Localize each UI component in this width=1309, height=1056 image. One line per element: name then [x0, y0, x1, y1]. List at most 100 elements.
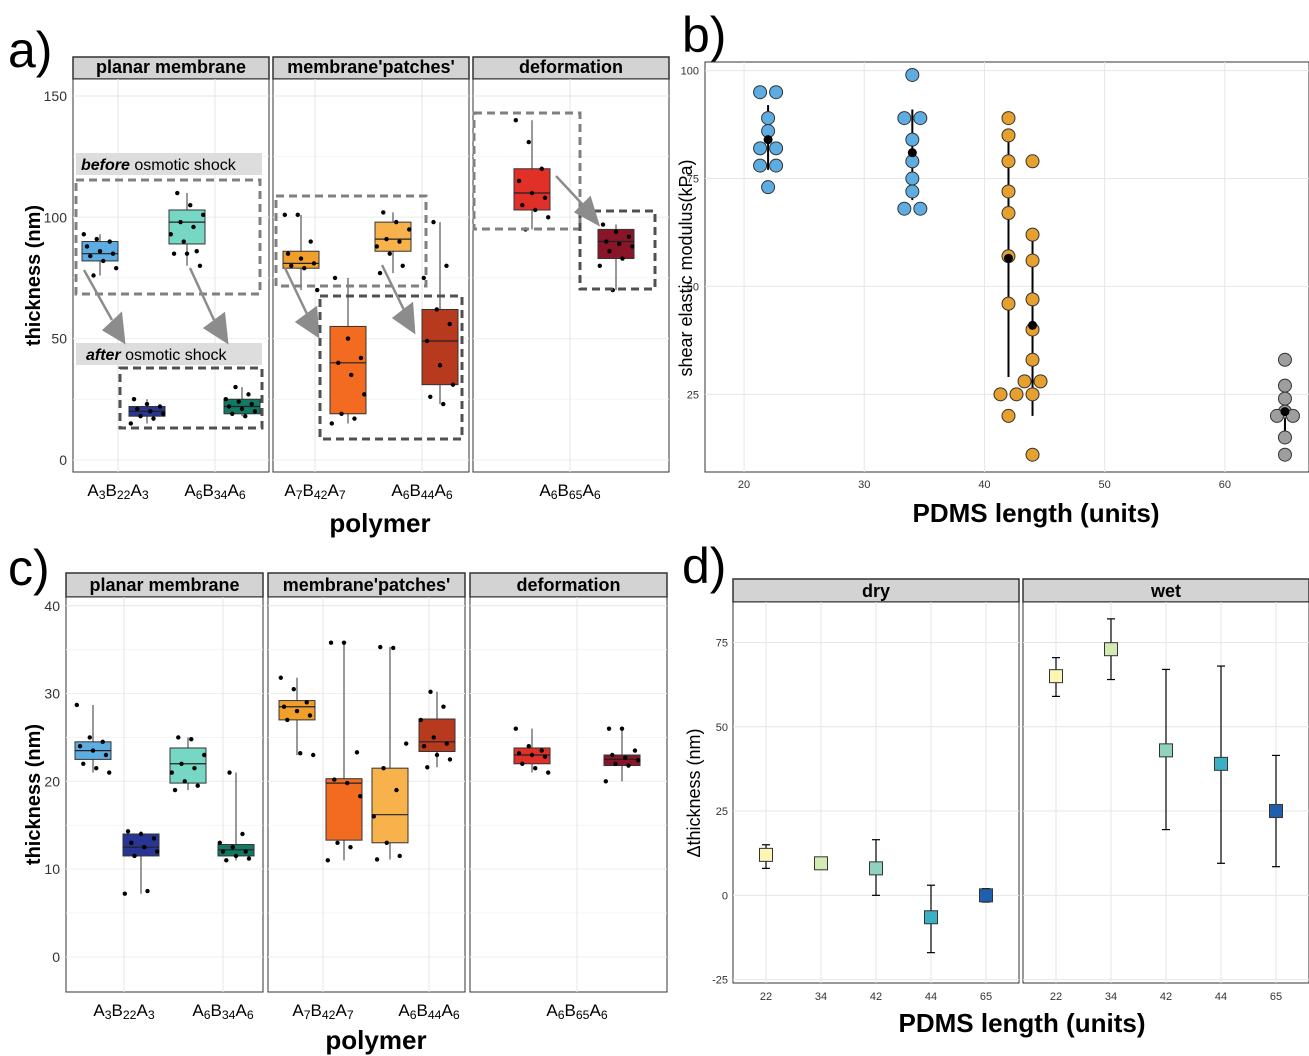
data-point — [394, 219, 399, 225]
data-point — [128, 421, 133, 426]
data-point — [769, 158, 784, 173]
x-tick-label: 65 — [1270, 991, 1282, 1003]
x-tick-label: A6B65A6 — [539, 481, 600, 502]
panel-label-c: c) — [8, 540, 50, 596]
plot-a: 0 50 100 150 thickness (nm) polymer planar mem… — [23, 56, 670, 538]
data-point — [88, 253, 93, 259]
data-point — [131, 397, 137, 402]
annotation-after: after osmotic shock — [76, 343, 262, 365]
data-point — [194, 249, 199, 254]
data-point — [374, 857, 380, 862]
group-65 — [1269, 352, 1300, 462]
y-tick-label: 25 — [687, 389, 699, 401]
data-point — [243, 849, 248, 854]
svg-text:after osmotic shock: after osmotic shock — [86, 347, 228, 364]
data-point — [252, 409, 258, 414]
x-tick-label: A6B34A6 — [184, 481, 245, 502]
data-point — [81, 761, 86, 766]
data-point — [597, 263, 602, 268]
data-point — [84, 244, 90, 249]
data-point — [87, 735, 92, 740]
data-point — [172, 787, 178, 793]
data-point — [610, 752, 615, 758]
data-point — [230, 411, 235, 416]
data-point — [125, 829, 131, 834]
data-point — [1025, 154, 1040, 169]
panel-label-a: a) — [8, 22, 52, 78]
data-point — [905, 184, 920, 199]
data-point — [1009, 387, 1024, 402]
data-point — [179, 761, 184, 766]
facet-title: deformation — [516, 575, 620, 595]
data-point — [623, 755, 628, 760]
point-dry-22 — [759, 844, 773, 869]
point-dry-44 — [924, 884, 938, 954]
data-point — [428, 394, 433, 399]
data-point — [897, 111, 912, 126]
data-point — [905, 67, 920, 82]
data-point — [90, 748, 96, 753]
data-point — [1277, 378, 1292, 393]
data-point — [176, 735, 181, 740]
mean-marker — [1159, 743, 1173, 758]
x-axis-label: polymer — [329, 508, 430, 538]
data-point — [431, 219, 436, 225]
data-point — [339, 411, 344, 416]
x-tick-label: A6B44A6 — [391, 481, 452, 502]
data-point — [529, 752, 535, 758]
point-dry-34 — [814, 856, 828, 871]
data-point — [285, 251, 291, 256]
data-point — [905, 132, 920, 147]
data-point — [428, 689, 433, 694]
mean-point — [1028, 320, 1038, 330]
data-point — [91, 273, 96, 278]
data-point — [161, 411, 166, 416]
arrow-3-head — [294, 305, 320, 339]
box-a6b44a6-2 — [371, 644, 409, 862]
data-point — [993, 387, 1008, 402]
data-point — [533, 765, 538, 771]
data-point — [97, 249, 103, 254]
facet-strip — [65, 572, 264, 598]
box-body — [603, 754, 641, 767]
box-a6b44a6-after — [421, 219, 459, 407]
data-point — [325, 858, 330, 863]
x-tick-label: 44 — [1215, 991, 1227, 1003]
data-point — [151, 836, 157, 841]
x-tick-label: 22 — [1050, 991, 1062, 1003]
box-a6b34a6-3 — [217, 770, 255, 863]
facet-strip — [267, 572, 466, 598]
data-point — [233, 853, 239, 859]
y-tick-label: 50 — [51, 331, 67, 347]
y-tick-label: 50 — [716, 722, 728, 734]
data-point — [282, 212, 287, 218]
data-point — [620, 256, 625, 261]
data-point — [404, 741, 409, 746]
facet-deformation: deformation A6B65A6 — [472, 56, 670, 502]
data-point — [444, 741, 449, 746]
x-tick-label: A6B44A6 — [398, 1001, 459, 1022]
arrow-5-head — [573, 195, 601, 227]
data-point — [1277, 391, 1292, 406]
data-point — [516, 178, 522, 184]
y-axis-label: thickness (nm) — [23, 724, 45, 865]
data-point — [294, 708, 300, 714]
data-point — [354, 750, 360, 755]
data-point — [384, 236, 389, 242]
data-point — [101, 258, 106, 264]
arrow-1 — [82, 269, 114, 321]
mean-point — [1003, 253, 1013, 263]
frame-patches-after — [318, 294, 464, 441]
data-point — [178, 219, 183, 225]
box-body — [169, 747, 207, 784]
box-a7b42a7-after — [329, 275, 367, 426]
box-a7b42a7-0 — [278, 675, 316, 758]
box-body — [421, 308, 459, 386]
data-point — [114, 266, 119, 271]
annotation-after-rest: osmotic shock — [121, 347, 228, 364]
data-point — [1001, 154, 1016, 169]
data-point — [626, 763, 631, 768]
x-tick-label: 44 — [925, 991, 937, 1003]
data-point — [100, 739, 105, 745]
data-point — [192, 765, 197, 771]
